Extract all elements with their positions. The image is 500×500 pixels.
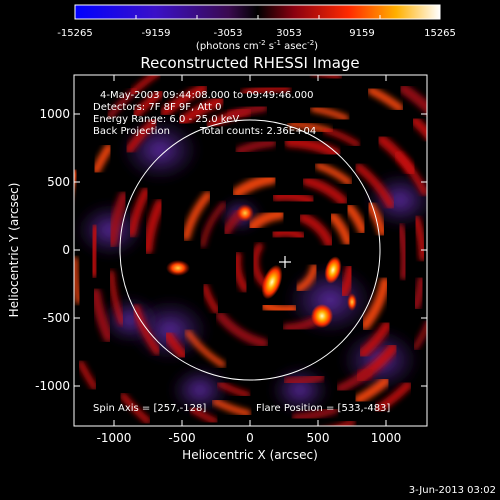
image-map [73, 74, 428, 427]
plot-title: Reconstructed RHESSI Image [140, 54, 359, 72]
colorbar: -15265 -9159 -3053 3053 9159 15265 (phot… [57, 4, 456, 52]
date-stamp: 3-Jun-2013 03:02 [409, 485, 496, 496]
axis-ticks [74, 75, 427, 426]
energy-range: Energy Range: 6.0 - 25.0 keV [93, 114, 239, 125]
x-tick-label: 500 [307, 431, 330, 445]
colorbar-tick-label: -9159 [141, 28, 170, 39]
colorbar-tick-label: 3053 [276, 28, 301, 39]
colorbar-tick-label: -15265 [57, 28, 92, 39]
time-range: 4-May-2003 09:44:08.000 to 09:49:46.000 [100, 90, 313, 101]
colorbar-units: (photons cm-2 s-1 asec-2) [196, 39, 318, 52]
colorbar-tick-label: 9159 [349, 28, 374, 39]
x-tick-label: -1000 [97, 431, 132, 445]
spin-axis-marker [279, 256, 291, 268]
y-tick-label: 1000 [39, 107, 70, 121]
y-tick-label: 0 [62, 243, 70, 257]
colorbar-tick-label: -3053 [213, 28, 242, 39]
x-axis-label: Heliocentric X (arcsec) [182, 448, 318, 462]
reconstruction-method: Back Projection [93, 126, 170, 137]
x-tick-label: -500 [168, 431, 195, 445]
detectors-info: Detectors: 7F 8F 9F, Att 0 [93, 102, 221, 113]
flare-position-label: Flare Position = [533,-483] [256, 403, 390, 414]
colorbar-tick-label: 15265 [424, 28, 456, 39]
y-axis-label: Heliocentric Y (arcsec) [7, 183, 21, 318]
x-tick-label: 0 [246, 431, 254, 445]
y-tick-label: -1000 [35, 379, 70, 393]
y-tick-label: 500 [47, 175, 70, 189]
solar-limb-circle [119, 119, 381, 381]
spin-axis-label: Spin Axis = [257,-128] [93, 403, 206, 414]
y-tick-label: -500 [43, 311, 70, 325]
total-counts: Total counts: 2.36E+04 [199, 126, 316, 137]
observation-info: 4-May-2003 09:44:08.000 to 09:49:46.000 … [93, 90, 316, 137]
x-tick-label: 1000 [371, 431, 402, 445]
